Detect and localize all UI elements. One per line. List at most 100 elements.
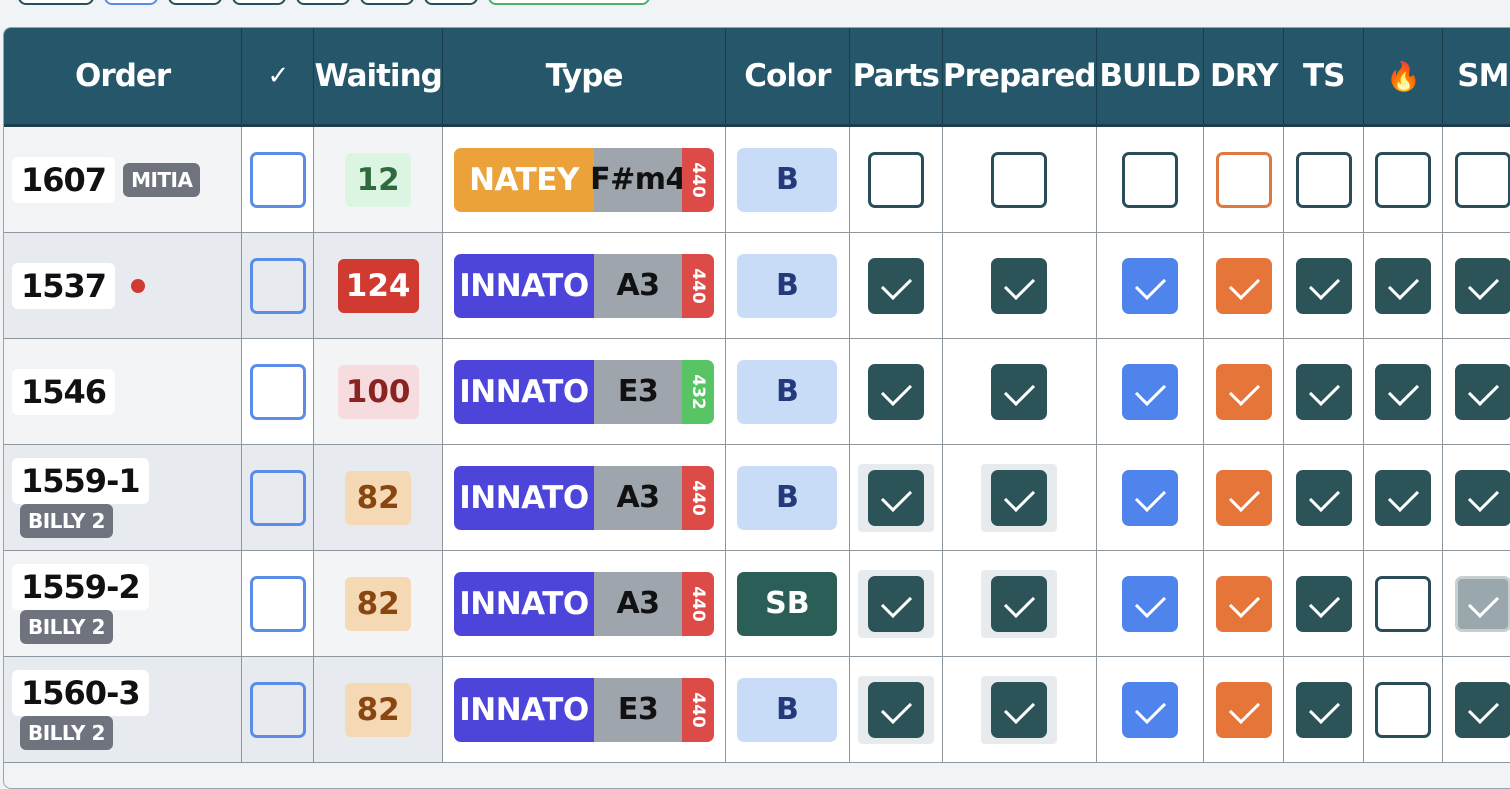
table-row[interactable]: 1559-2BILLY 2 82 INNATO A3 440 SB bbox=[4, 550, 1510, 657]
dry-checkbox[interactable] bbox=[1215, 681, 1272, 738]
fire-checkbox[interactable] bbox=[1375, 257, 1432, 314]
filter-pill[interactable] bbox=[360, 0, 414, 5]
fire-checkbox[interactable] bbox=[1375, 469, 1432, 526]
fire-checkbox[interactable] bbox=[1375, 151, 1432, 208]
table-row[interactable]: 1537 124 INNATO A3 440 B bbox=[4, 232, 1510, 339]
col-sm[interactable]: SM bbox=[1442, 28, 1510, 127]
col-parts[interactable]: Parts bbox=[849, 28, 943, 127]
col-color[interactable]: Color bbox=[725, 28, 850, 127]
filter-pill[interactable] bbox=[296, 0, 350, 5]
col-select[interactable]: ✓ bbox=[241, 28, 315, 127]
order-number[interactable]: 1559-1 bbox=[12, 457, 149, 504]
select-checkbox[interactable] bbox=[249, 151, 306, 208]
sm-checkbox[interactable] bbox=[1455, 257, 1510, 314]
filter-pill[interactable] bbox=[18, 0, 94, 5]
frequency-label: 440 bbox=[688, 161, 709, 198]
color-chip[interactable]: B bbox=[737, 465, 838, 530]
filter-pill[interactable] bbox=[232, 0, 286, 5]
prepared-checkbox[interactable] bbox=[991, 257, 1048, 314]
fire-checkbox[interactable] bbox=[1375, 681, 1432, 738]
order-tag: BILLY 2 bbox=[20, 503, 113, 538]
dry-checkbox[interactable] bbox=[1215, 363, 1272, 420]
type-badge[interactable]: INNATO E3 440 bbox=[454, 677, 715, 742]
build-checkbox[interactable] bbox=[1121, 151, 1178, 208]
sm-checkbox[interactable] bbox=[1455, 363, 1510, 420]
prepared-checkbox[interactable] bbox=[991, 363, 1048, 420]
select-checkbox[interactable] bbox=[249, 681, 306, 738]
build-cell bbox=[1096, 125, 1204, 233]
table-row[interactable]: 1559-1BILLY 2 82 INNATO A3 440 B bbox=[4, 444, 1510, 551]
parts-checkbox[interactable] bbox=[867, 151, 924, 208]
ts-checkbox[interactable] bbox=[1295, 575, 1352, 632]
parts-checkbox[interactable] bbox=[867, 681, 924, 738]
dry-checkbox[interactable] bbox=[1215, 151, 1272, 208]
col-type[interactable]: Type bbox=[442, 28, 727, 127]
order-number[interactable]: 1607 bbox=[12, 156, 116, 203]
color-chip[interactable]: SB bbox=[737, 571, 838, 636]
parts-checkbox[interactable] bbox=[867, 575, 924, 632]
prepared-checkbox[interactable] bbox=[991, 151, 1048, 208]
type-badge[interactable]: NATEY F#m4 440 bbox=[454, 147, 715, 212]
color-chip[interactable]: B bbox=[737, 677, 838, 742]
select-checkbox[interactable] bbox=[249, 257, 306, 314]
sm-checkbox[interactable] bbox=[1455, 681, 1510, 738]
type-badge[interactable]: INNATO A3 440 bbox=[454, 253, 715, 318]
select-checkbox[interactable] bbox=[249, 469, 306, 526]
ts-checkbox[interactable] bbox=[1295, 469, 1352, 526]
select-checkbox[interactable] bbox=[249, 363, 306, 420]
type-badge[interactable]: INNATO E3 432 bbox=[454, 359, 715, 424]
prepared-checkbox[interactable] bbox=[991, 681, 1048, 738]
filter-pill[interactable] bbox=[104, 0, 158, 5]
col-waiting[interactable]: Waiting bbox=[313, 28, 443, 127]
ts-checkbox[interactable] bbox=[1295, 151, 1352, 208]
fire-checkbox[interactable] bbox=[1375, 575, 1432, 632]
sm-checkbox[interactable] bbox=[1455, 469, 1510, 526]
fire-checkbox[interactable] bbox=[1375, 363, 1432, 420]
filter-pill[interactable] bbox=[488, 0, 650, 5]
ts-cell bbox=[1283, 444, 1364, 551]
col-order[interactable]: Order bbox=[4, 28, 243, 127]
col-fire[interactable]: 🔥 bbox=[1363, 28, 1444, 127]
type-key: E3 bbox=[594, 359, 683, 424]
dry-cell bbox=[1203, 550, 1285, 657]
col-prepared[interactable]: Prepared bbox=[942, 28, 1097, 127]
prepared-checkbox[interactable] bbox=[991, 469, 1048, 526]
col-ts[interactable]: TS bbox=[1283, 28, 1364, 127]
sm-checkbox[interactable] bbox=[1455, 151, 1510, 208]
build-checkbox[interactable] bbox=[1121, 257, 1178, 314]
filter-pill[interactable] bbox=[424, 0, 478, 5]
table-row[interactable]: 1560-3BILLY 2 82 INNATO E3 440 B bbox=[4, 656, 1510, 763]
waiting-cell: 82 bbox=[313, 444, 443, 551]
table-row[interactable]: 1607 MITIA 12 NATEY F#m4 440 B bbox=[4, 125, 1510, 233]
build-checkbox[interactable] bbox=[1121, 575, 1178, 632]
color-chip[interactable]: B bbox=[737, 147, 838, 212]
dry-checkbox[interactable] bbox=[1215, 469, 1272, 526]
dry-checkbox[interactable] bbox=[1215, 575, 1272, 632]
build-checkbox[interactable] bbox=[1121, 469, 1178, 526]
type-badge[interactable]: INNATO A3 440 bbox=[454, 465, 715, 530]
ts-checkbox[interactable] bbox=[1295, 363, 1352, 420]
order-number[interactable]: 1546 bbox=[12, 368, 116, 415]
parts-checkbox[interactable] bbox=[867, 257, 924, 314]
ts-checkbox[interactable] bbox=[1295, 681, 1352, 738]
table-row[interactable]: 1546 100 INNATO E3 432 B bbox=[4, 338, 1510, 445]
color-chip[interactable]: B bbox=[737, 253, 838, 318]
select-checkbox[interactable] bbox=[249, 575, 306, 632]
color-chip[interactable]: B bbox=[737, 359, 838, 424]
select-cell bbox=[241, 656, 315, 763]
order-number[interactable]: 1537 bbox=[12, 262, 116, 309]
parts-checkbox[interactable] bbox=[867, 469, 924, 526]
parts-checkbox[interactable] bbox=[867, 363, 924, 420]
order-number[interactable]: 1559-2 bbox=[12, 563, 149, 610]
order-number[interactable]: 1560-3 bbox=[12, 669, 149, 716]
build-checkbox[interactable] bbox=[1121, 681, 1178, 738]
prepared-checkbox[interactable] bbox=[991, 575, 1048, 632]
build-checkbox[interactable] bbox=[1121, 363, 1178, 420]
sm-checkbox[interactable] bbox=[1455, 575, 1510, 632]
type-badge[interactable]: INNATO A3 440 bbox=[454, 571, 715, 636]
dry-checkbox[interactable] bbox=[1215, 257, 1272, 314]
ts-checkbox[interactable] bbox=[1295, 257, 1352, 314]
col-build[interactable]: BUILD bbox=[1096, 28, 1204, 127]
col-dry[interactable]: DRY bbox=[1203, 28, 1285, 127]
filter-pill[interactable] bbox=[168, 0, 222, 5]
